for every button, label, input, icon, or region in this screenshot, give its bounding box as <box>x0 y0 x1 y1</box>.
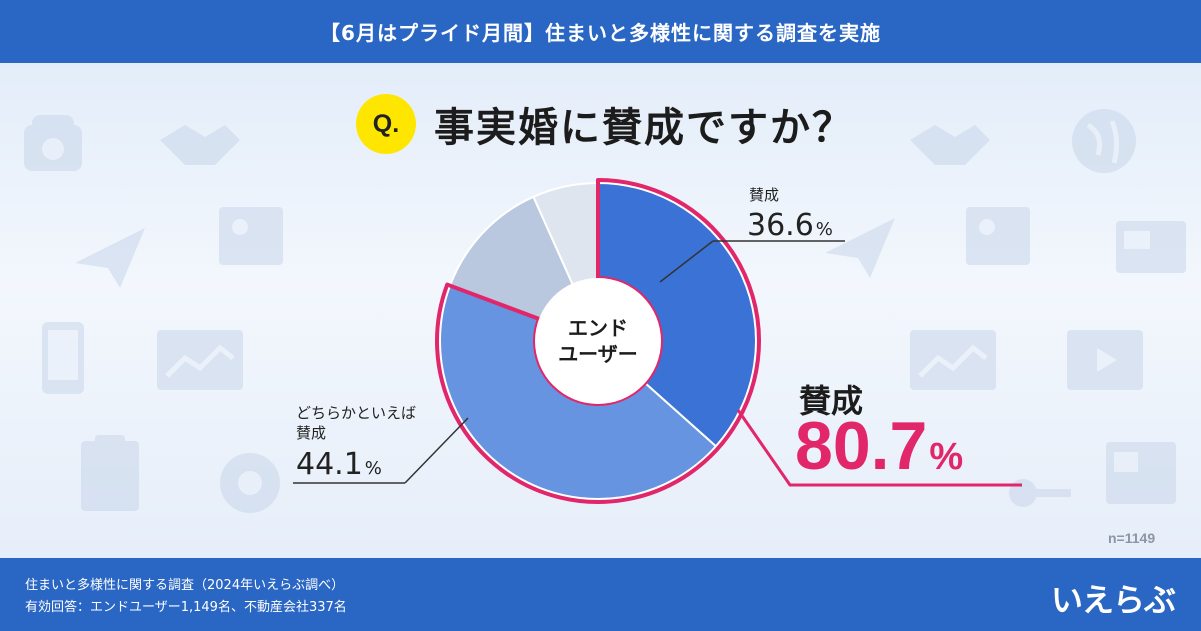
pie-slice-0 <box>597 181 757 448</box>
clipboard-icon <box>81 435 139 511</box>
sample-size: n=1149 <box>1108 530 1156 546</box>
total-agree-value: 80.7% <box>795 410 963 493</box>
newspaper-icon <box>1106 442 1176 504</box>
phone-icon <box>24 115 82 171</box>
paper-plane-icon-right <box>825 218 895 278</box>
center-label-line2: ユーザー <box>558 342 638 366</box>
agree-value-unit: % <box>815 219 833 240</box>
somewhat-leader-line-diagonal <box>404 417 469 484</box>
footer-bar: 住まいと多様性に関する調査（2024年いえらぶ調べ） 有効回答：エンドユーザー1… <box>0 558 1201 631</box>
agree-value-number: 36.6 <box>747 208 814 243</box>
footer-survey-title: 住まいと多様性に関する調査（2024年いえらぶ調べ） <box>25 578 345 593</box>
header-title: 【6月はプライド月間】住まいと多様性に関する調査を実施 <box>320 21 881 45</box>
tape-icon <box>220 453 280 513</box>
image-icon-right <box>966 207 1030 265</box>
somewhat-value-unit: % <box>364 458 382 479</box>
question-badge: Q. <box>356 94 416 154</box>
id-card-icon <box>1116 221 1186 273</box>
question-header: Q. 事実婚に賛成ですか？ <box>356 92 854 156</box>
chart-center-hole <box>535 278 661 404</box>
total-agree-number: 80.7 <box>795 408 928 484</box>
agree-value: 36.6% <box>747 209 833 247</box>
browser-chart-icon <box>157 330 243 390</box>
somewhat-label-line2: 賛成 <box>296 424 327 442</box>
header-bar: 【6月はプライド月間】住まいと多様性に関する調査を実施 <box>0 0 1201 63</box>
total-agree-unit: % <box>929 436 964 478</box>
total-leader-line <box>736 409 1022 487</box>
somewhat-value-number: 44.1 <box>296 447 363 482</box>
video-icon <box>1067 330 1143 390</box>
paper-plane-icon <box>75 228 145 288</box>
center-label-line1: エンド <box>568 316 628 340</box>
agree-label: 賛成 <box>749 186 780 204</box>
somewhat-value: 44.1% <box>296 448 382 486</box>
agree-leader-line-diagonal <box>659 240 714 283</box>
handshake-icon <box>160 125 240 165</box>
total-agree-label: 賛成 <box>799 382 864 420</box>
image-icon <box>219 207 283 265</box>
footer-respondents: 有効回答：エンドユーザー1,149名、不動産会社337名 <box>25 600 347 615</box>
ierabu-logo: いえらぶ <box>1050 581 1176 619</box>
somewhat-label-line1: どちらかといえば <box>296 404 417 422</box>
handshake-icon-right <box>910 125 990 165</box>
smartphone-icon <box>42 322 84 394</box>
globe-icon <box>1072 109 1136 173</box>
question-text: 事実婚に賛成ですか？ <box>434 105 854 151</box>
browser-chart-icon-right <box>910 330 996 390</box>
